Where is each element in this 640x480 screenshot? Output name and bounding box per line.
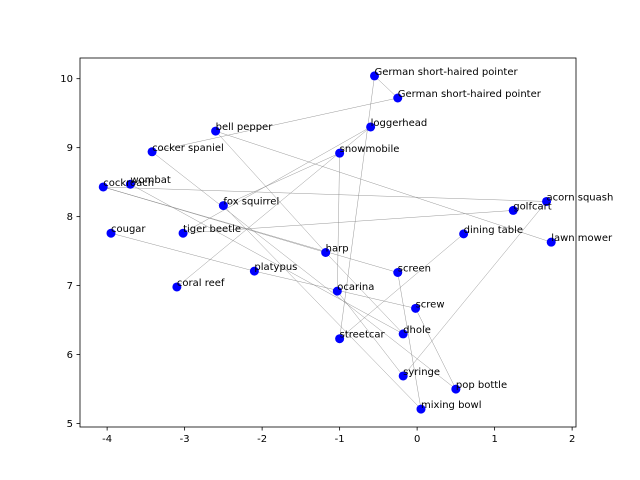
connection-line [110,232,255,272]
x-tick-label: -2 [257,434,267,445]
y-tick-label: 9 [67,143,73,154]
point-label: dhole [403,325,431,336]
point-label: German short-haired pointer [398,89,542,100]
point-label: streetcar [340,330,386,341]
data-point [416,404,426,414]
data-point [249,266,259,276]
x-axis-ticks: -4 -3 -2 -1 0 1 2 [102,427,575,445]
data-point [398,371,408,381]
data-point [335,334,345,344]
connection-line [183,210,514,234]
connection-line [103,186,547,202]
x-tick-label: 0 [414,434,420,445]
y-tick-label: 5 [67,419,73,430]
connection-line [103,186,326,253]
connection-line [415,308,457,390]
data-point [178,228,188,238]
data-point [211,126,221,136]
x-tick-label: 2 [569,434,575,445]
data-point [172,282,182,292]
connection-line [215,130,552,243]
data-point [508,205,518,215]
point-label: coral reef [177,278,225,289]
point-label: German short-haired pointer [375,67,519,78]
point-label: golfcart [513,201,552,212]
connection-line [182,126,371,234]
point-label: tiger beetle [183,224,241,235]
connection-line [151,151,457,390]
point-label: snowmobile [340,144,400,155]
point-label: bell pepper [216,122,274,133]
point-label: pop bottle [456,380,507,391]
x-tick-label: -3 [180,434,190,445]
connection-line [397,272,422,410]
connection-line [152,97,398,153]
y-tick-label: 7 [67,281,73,292]
point-label: screen [398,264,431,275]
point-label: fox squirrel [223,197,279,208]
axes-frame [79,57,577,428]
connection-line [374,75,398,99]
point-label: loggerhead [371,118,428,129]
data-point [370,71,379,81]
x-tick-label: -1 [335,434,345,445]
connection-line [339,233,464,339]
y-tick-label: 6 [67,350,73,361]
data-point [321,248,331,258]
data-point [451,384,461,394]
point-label: mixing bowl [421,400,482,411]
data-point [147,147,157,157]
point-label: harp [326,244,349,255]
connection-line [337,153,340,292]
data-point [106,228,116,238]
point-label: cougar [111,224,146,235]
connection-line [223,205,422,410]
data-points [98,71,556,414]
data-point [459,229,469,239]
connection-line [325,252,404,335]
connection-line [337,290,404,377]
connection-lines [103,75,552,410]
point-label: screw [416,299,445,310]
data-point [398,329,408,339]
data-point [335,148,345,158]
connection-line [223,152,340,206]
data-point [411,303,421,313]
point-label: dining table [464,225,523,236]
data-point [98,182,108,192]
point-label: wombat [130,175,171,186]
data-point [218,201,228,211]
connection-line [130,183,404,335]
y-tick-label: 10 [60,74,73,85]
data-point [546,237,556,247]
x-tick-label: -4 [102,434,112,445]
point-label: ocarina [337,282,374,293]
connection-line [402,201,547,377]
x-tick-label: 1 [491,434,497,445]
data-point [393,268,403,278]
y-tick-label: 8 [67,212,73,223]
point-label: lawn mower [551,233,613,244]
point-label: platypus [254,262,297,273]
point-label: cocker spaniel [152,143,224,154]
point-label: syringe [403,367,440,378]
data-point [393,93,403,103]
data-point [125,179,135,189]
y-axis-ticks: 5 6 7 8 9 10 [60,74,80,430]
data-point [332,286,342,296]
point-label: acorn squash [547,192,614,203]
connection-line [339,75,375,339]
data-point [366,122,376,132]
point-label: cockroach [103,178,154,189]
connection-line [215,130,326,253]
point-labels: German short-haired pointer German short-… [103,67,613,411]
data-point [542,196,552,206]
